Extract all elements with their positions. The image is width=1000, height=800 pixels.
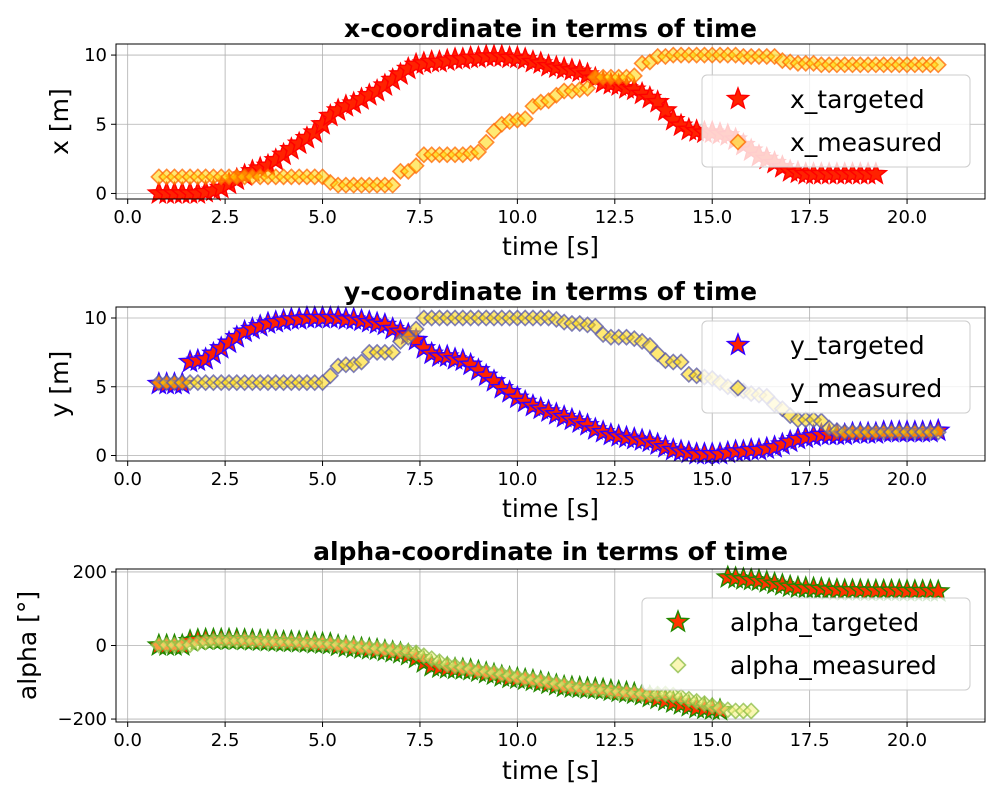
legend-box — [701, 320, 971, 414]
y-tick-label: 0 — [96, 183, 107, 204]
x-tick-label: 0.0 — [113, 469, 142, 490]
y-tick-label: −200 — [58, 709, 107, 730]
data-point — [672, 353, 690, 371]
x-axis-label: time [s] — [502, 494, 599, 523]
x-tick-label: 5.0 — [308, 469, 337, 490]
legend: y_targeted y_measured — [701, 320, 971, 414]
chart-title: y-coordinate in terms of time — [344, 277, 757, 306]
legend-marker — [725, 86, 751, 110]
series-alpha_measured — [150, 632, 760, 720]
data-point — [407, 157, 425, 175]
chart-panel-2: 0.0 2.5 5.0 7.5 10.0 12.5 15.0 17.5 20.0 0 5 10 y-co… — [45, 277, 986, 523]
y-axis-label: alpha [°] — [13, 591, 42, 700]
chart-title: alpha-coordinate in terms of time — [313, 537, 788, 566]
x-tick-label: 12.5 — [595, 207, 635, 228]
y-tick-label: 0 — [96, 446, 107, 467]
legend: alpha_targeted alpha_measured — [641, 597, 971, 691]
x-tick-label: 2.5 — [211, 207, 240, 228]
y-tick-label: 10 — [84, 308, 107, 329]
x-tick-label: 15.0 — [692, 469, 732, 490]
legend-label: alpha_targeted — [730, 608, 919, 637]
legend-marker — [665, 609, 691, 633]
x-axis-label: time [s] — [502, 756, 599, 785]
chart-panel-1: 0.0 2.5 5.0 7.5 10.0 12.5 15.0 17.5 20.0 0 5 10 x-co… — [45, 14, 986, 261]
legend-box — [641, 597, 971, 691]
x-tick-label: 20.0 — [887, 730, 927, 751]
x-tick-label: 7.5 — [406, 730, 435, 751]
x-tick-label: 10.0 — [497, 730, 537, 751]
data-point — [925, 578, 951, 602]
data-point — [742, 702, 760, 720]
y-tick-label: 10 — [84, 45, 107, 66]
x-tick-label: 0.0 — [113, 730, 142, 751]
x-tick-label: 17.5 — [790, 469, 830, 490]
x-tick-label: 15.0 — [692, 207, 732, 228]
legend-label: x_targeted — [790, 85, 925, 114]
legend-marker — [729, 379, 747, 397]
legend-marker — [669, 656, 687, 674]
data-point — [929, 423, 947, 441]
data-point — [653, 97, 678, 121]
x-tick-label: 5.0 — [308, 207, 337, 228]
data-point — [477, 133, 495, 151]
x-tick-label: 7.5 — [406, 207, 435, 228]
y-tick-label: 5 — [96, 114, 107, 135]
x-tick-label: 12.5 — [595, 469, 635, 490]
data-point — [929, 56, 947, 74]
x-tick-label: 7.5 — [406, 469, 435, 490]
y-axis-label: y [m] — [45, 351, 74, 418]
x-tick-label: 10.0 — [497, 207, 537, 228]
series-y_targeted — [146, 305, 951, 465]
x-tick-label: 2.5 — [211, 469, 240, 490]
legend-marker — [725, 332, 751, 356]
x-tick-label: 20.0 — [887, 469, 927, 490]
plot-frame — [115, 306, 986, 462]
y-tick-label: 0 — [96, 636, 107, 657]
x-tick-label: 12.5 — [595, 730, 635, 751]
data-point — [765, 47, 784, 66]
data-point — [863, 161, 889, 185]
x-tick-label: 2.5 — [211, 730, 240, 751]
x-axis-label: time [s] — [502, 232, 599, 261]
chart-panel-3: 0.0 2.5 5.0 7.5 10.0 12.5 15.0 17.5 20.0 −200 0 200… — [13, 537, 986, 785]
legend: x_targeted x_measured — [701, 74, 971, 168]
legend-label: x_measured — [790, 128, 942, 157]
x-tick-label: 17.5 — [790, 730, 830, 751]
data-point — [352, 353, 371, 371]
data-point — [313, 168, 332, 186]
legend-label: y_targeted — [790, 331, 925, 360]
x-tick-label: 20.0 — [887, 207, 927, 228]
x-tick-label: 5.0 — [308, 730, 337, 751]
x-tick-label: 15.0 — [692, 730, 732, 751]
data-point — [321, 367, 339, 385]
legend-box — [701, 74, 971, 168]
x-tick-label: 0.0 — [113, 207, 142, 228]
y-tick-label: 200 — [73, 562, 107, 583]
data-point — [578, 79, 597, 97]
data-point — [407, 320, 425, 338]
data-point — [469, 143, 488, 161]
x-tick-label: 17.5 — [790, 207, 830, 228]
legend-marker — [729, 133, 747, 151]
y-tick-label: 5 — [96, 377, 107, 398]
data-point — [384, 176, 402, 194]
data-point — [384, 343, 402, 362]
chart-title: x-coordinate in terms of time — [344, 14, 757, 43]
x-tick-label: 10.0 — [497, 469, 537, 490]
plot-frame — [115, 43, 986, 200]
legend-label: alpha_measured — [730, 651, 937, 680]
data-point — [625, 67, 643, 85]
data-point — [516, 110, 534, 128]
legend-label: y_measured — [790, 374, 942, 403]
y-axis-label: x [m] — [45, 88, 74, 155]
series-x_measured — [150, 46, 947, 194]
